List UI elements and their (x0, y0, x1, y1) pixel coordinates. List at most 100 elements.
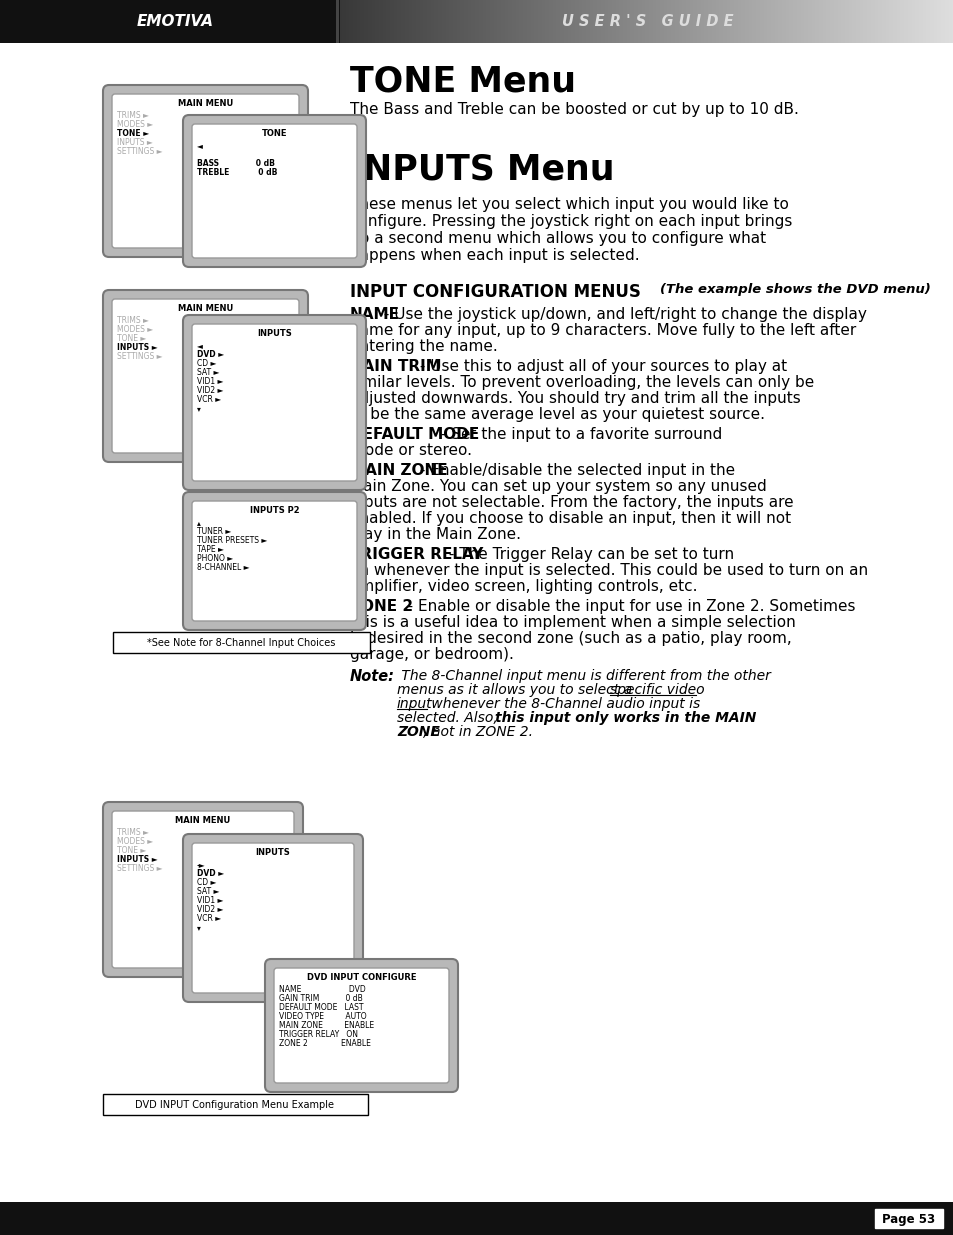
Text: SETTINGS ►: SETTINGS ► (117, 147, 162, 156)
Bar (800, 0, 801, 43)
Bar (748, 0, 749, 43)
Text: - Enable/disable the selected input in the: - Enable/disable the selected input in t… (415, 463, 734, 478)
Bar (656, 0, 657, 43)
Bar (725, 0, 726, 43)
Text: INPUTS: INPUTS (255, 848, 290, 857)
Bar (880, 0, 882, 43)
Bar (536, 0, 537, 43)
Bar (600, 0, 601, 43)
Bar (485, 0, 486, 43)
Bar (893, 0, 894, 43)
Text: ◄: ◄ (196, 341, 203, 350)
Bar (455, 0, 456, 43)
Bar (413, 0, 414, 43)
Bar (352, 0, 353, 43)
Text: on whenever the input is selected. This could be used to turn on an: on whenever the input is selected. This … (350, 563, 867, 578)
FancyBboxPatch shape (112, 299, 298, 453)
Text: INPUTS P2: INPUTS P2 (250, 506, 299, 515)
Bar (821, 0, 822, 43)
Bar (886, 0, 887, 43)
Bar (671, 0, 672, 43)
Bar (607, 0, 608, 43)
Bar (493, 0, 494, 43)
Bar (795, 0, 796, 43)
Bar (394, 0, 395, 43)
FancyBboxPatch shape (274, 968, 449, 1083)
Bar (918, 0, 919, 43)
Bar (809, 0, 810, 43)
Bar (424, 0, 426, 43)
Text: ZONE: ZONE (396, 725, 439, 739)
Bar (812, 0, 813, 43)
Bar (649, 0, 650, 43)
Bar (746, 0, 747, 43)
Bar (688, 0, 689, 43)
Bar (555, 0, 556, 43)
Bar (516, 0, 517, 43)
Bar (349, 0, 350, 43)
Bar (450, 0, 451, 43)
Bar (526, 0, 527, 43)
Bar (662, 0, 663, 43)
Bar (573, 0, 574, 43)
Bar (366, 0, 367, 43)
Bar (551, 0, 552, 43)
Bar (504, 0, 505, 43)
Bar (952, 0, 953, 43)
Bar (609, 0, 610, 43)
Bar (628, 0, 629, 43)
FancyBboxPatch shape (183, 834, 363, 1002)
Bar (596, 0, 597, 43)
Text: GAIN TRIM: GAIN TRIM (350, 359, 440, 374)
Bar (438, 0, 439, 43)
Text: U S E R ' S   G U I D E: U S E R ' S G U I D E (561, 15, 733, 30)
Bar (400, 0, 401, 43)
Bar (372, 0, 373, 43)
Bar (652, 0, 654, 43)
Bar (443, 0, 444, 43)
Text: inputs are not selectable. From the factory, the inputs are: inputs are not selectable. From the fact… (350, 495, 793, 510)
Bar (423, 0, 424, 43)
Bar (507, 0, 509, 43)
Bar (786, 0, 787, 43)
Bar (718, 0, 719, 43)
Bar (578, 0, 579, 43)
Bar (940, 0, 941, 43)
Bar (601, 0, 602, 43)
Bar (396, 0, 397, 43)
Bar (815, 0, 816, 43)
Bar (936, 0, 937, 43)
Bar (894, 0, 895, 43)
Bar (642, 0, 643, 43)
Bar (868, 0, 869, 43)
Bar (371, 0, 372, 43)
Bar (851, 0, 852, 43)
Bar (412, 0, 413, 43)
Bar (706, 0, 707, 43)
Bar (604, 0, 605, 43)
Bar (838, 0, 840, 43)
Bar (530, 0, 531, 43)
Bar (897, 0, 898, 43)
Bar (363, 0, 364, 43)
Bar (605, 0, 606, 43)
Bar (943, 0, 944, 43)
Bar (468, 0, 469, 43)
Text: configure. Pressing the joystick right on each input brings: configure. Pressing the joystick right o… (350, 214, 792, 228)
Bar (112, 632, 370, 653)
Text: TAPE ►: TAPE ► (196, 545, 224, 555)
Bar (621, 0, 622, 43)
Bar (629, 0, 630, 43)
Bar (867, 0, 868, 43)
Bar (454, 0, 455, 43)
Bar (895, 0, 896, 43)
Bar (938, 0, 939, 43)
Bar (704, 0, 705, 43)
Bar (751, 0, 752, 43)
Bar (357, 0, 358, 43)
Bar (806, 0, 807, 43)
Bar (527, 0, 529, 43)
Bar (667, 0, 668, 43)
Bar (103, 1094, 368, 1115)
Bar (368, 0, 369, 43)
